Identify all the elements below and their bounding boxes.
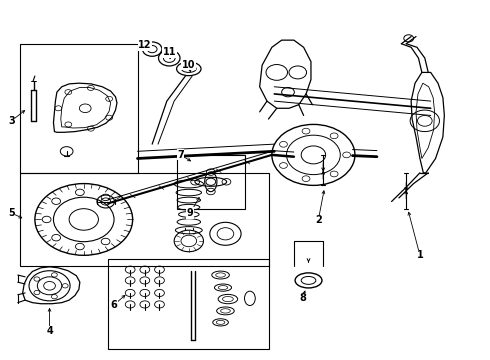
Text: 6: 6 <box>111 300 118 310</box>
Text: 2: 2 <box>315 215 321 225</box>
Text: 10: 10 <box>182 59 196 69</box>
Text: 11: 11 <box>163 47 176 57</box>
Bar <box>20 44 138 173</box>
Text: 8: 8 <box>299 293 306 303</box>
Text: 9: 9 <box>187 208 194 218</box>
Bar <box>20 173 270 266</box>
Text: 5: 5 <box>8 208 15 218</box>
Bar <box>108 259 270 348</box>
Text: 1: 1 <box>416 250 423 260</box>
Bar <box>176 155 245 209</box>
Text: 12: 12 <box>138 40 151 50</box>
Text: 4: 4 <box>46 326 53 336</box>
Text: 7: 7 <box>177 150 184 160</box>
Text: 3: 3 <box>8 116 15 126</box>
